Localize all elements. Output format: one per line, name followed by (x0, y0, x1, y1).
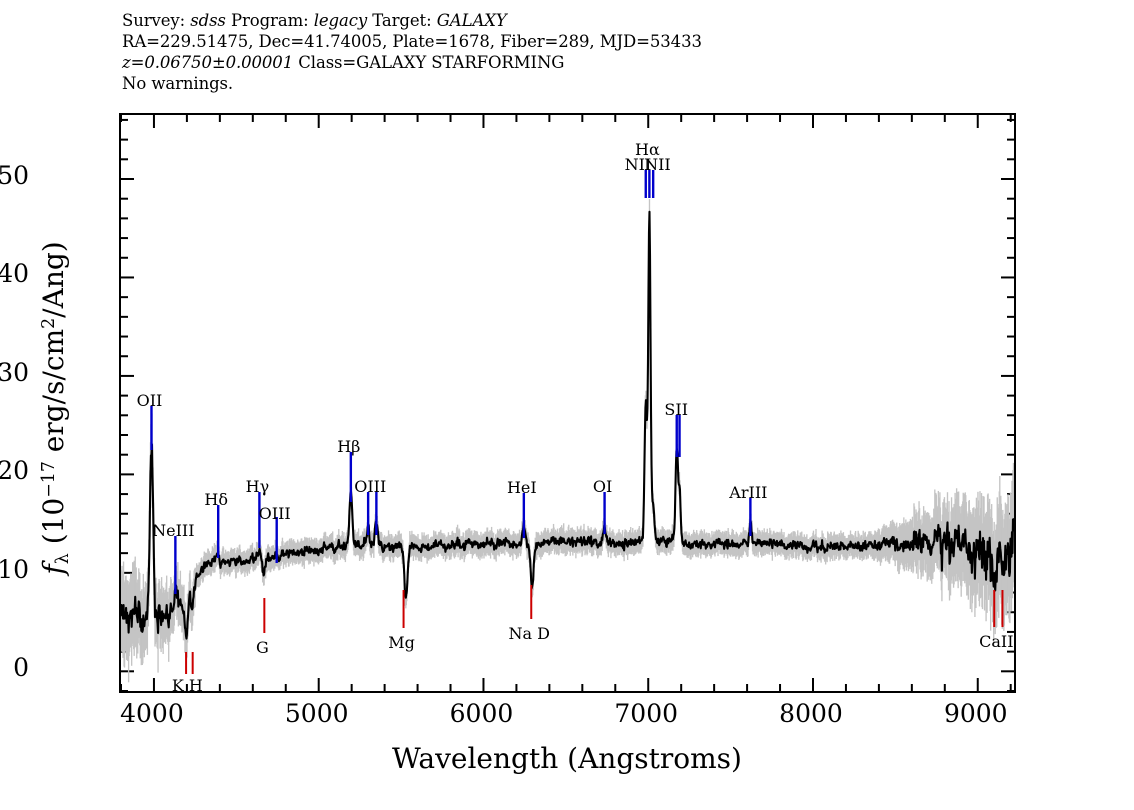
line-id-label-caii: CaII (979, 632, 1014, 651)
line-id-label-sii: SII (664, 400, 689, 419)
line-id-label-halpha: Hα (634, 140, 660, 159)
y-axis-exponent: −17 (39, 461, 60, 498)
spectrum-canvas (121, 115, 1014, 691)
flux-spectrum-trace (121, 212, 1014, 639)
x-axis-tick-label: 6000 (449, 699, 514, 728)
line-id-label-nii-2: NII (644, 155, 671, 174)
x-axis-tick-label: 7000 (614, 699, 679, 728)
header-line-warnings: No warnings. (122, 74, 234, 93)
y-axis-tick-label: 50 (0, 161, 29, 190)
line-id-label-mg: Mg (388, 633, 415, 652)
line-id-label-oiii: OIII (354, 477, 387, 496)
spectrum-header-text: Survey: sdss Program: legacy Target: GAL… (122, 10, 702, 94)
line-id-label-nad: Na D (508, 624, 550, 643)
y-axis-tick-label: 20 (0, 456, 29, 486)
line-id-label-neiii: NeIII (152, 521, 195, 540)
header-line-coords: RA=229.51475, Dec=41.74005, Plate=1678, … (122, 32, 702, 51)
x-axis-title: Wavelength (Angstroms) (392, 742, 742, 775)
y-axis-title: fλ (10−17 erg/s/cm2/Ang) (37, 98, 73, 718)
line-id-label-kh: K H (171, 676, 203, 695)
flux-error-band (121, 199, 1014, 682)
line-id-label-oii: OII (136, 391, 163, 410)
spectrum-plot-frame (119, 113, 1016, 693)
y-axis-units: erg/s/cm (37, 328, 71, 462)
line-id-label-oiii-l: OIII (258, 504, 291, 523)
y-axis-tick-label: 0 (13, 653, 29, 683)
y-axis-tick-label: 10 (0, 554, 29, 584)
spectral-line-markers (151, 170, 1002, 674)
y-axis-tick-label: 30 (0, 357, 29, 387)
y-axis-f-symbol: f (37, 564, 71, 575)
line-id-label-hgamma: Hγ (245, 477, 270, 496)
x-axis-tick-label: 5000 (284, 699, 349, 728)
y-axis-lambda-subscript: λ (52, 553, 73, 565)
x-axis-tick-label: 8000 (779, 699, 843, 728)
axis-ticks (121, 115, 1014, 691)
line-id-label-ariii: ArIII (729, 483, 768, 502)
line-id-label-g: G (255, 638, 269, 657)
y-axis-open-paren: (10 (37, 497, 71, 554)
x-axis-tick-label: 4000 (120, 699, 184, 728)
y-axis-tick-label: 40 (0, 259, 29, 289)
y-axis-cm-squared: 2 (39, 317, 60, 329)
line-id-label-hdelta: Hδ (204, 490, 228, 509)
x-axis-tick-label: 9000 (943, 699, 1008, 728)
header-line-survey: Survey: sdss Program: legacy Target: GAL… (122, 11, 507, 30)
line-id-label-hei: HeI (506, 478, 537, 497)
line-id-label-oi: OI (592, 477, 613, 496)
header-line-redshift: z=0.06750±0.00001 Class=GALAXY STARFORMI… (122, 53, 565, 72)
line-id-label-hbeta: Hβ (337, 437, 361, 456)
line-id-label-nii-1: NII (624, 155, 652, 174)
y-axis-units-tail: /Ang) (37, 241, 71, 318)
